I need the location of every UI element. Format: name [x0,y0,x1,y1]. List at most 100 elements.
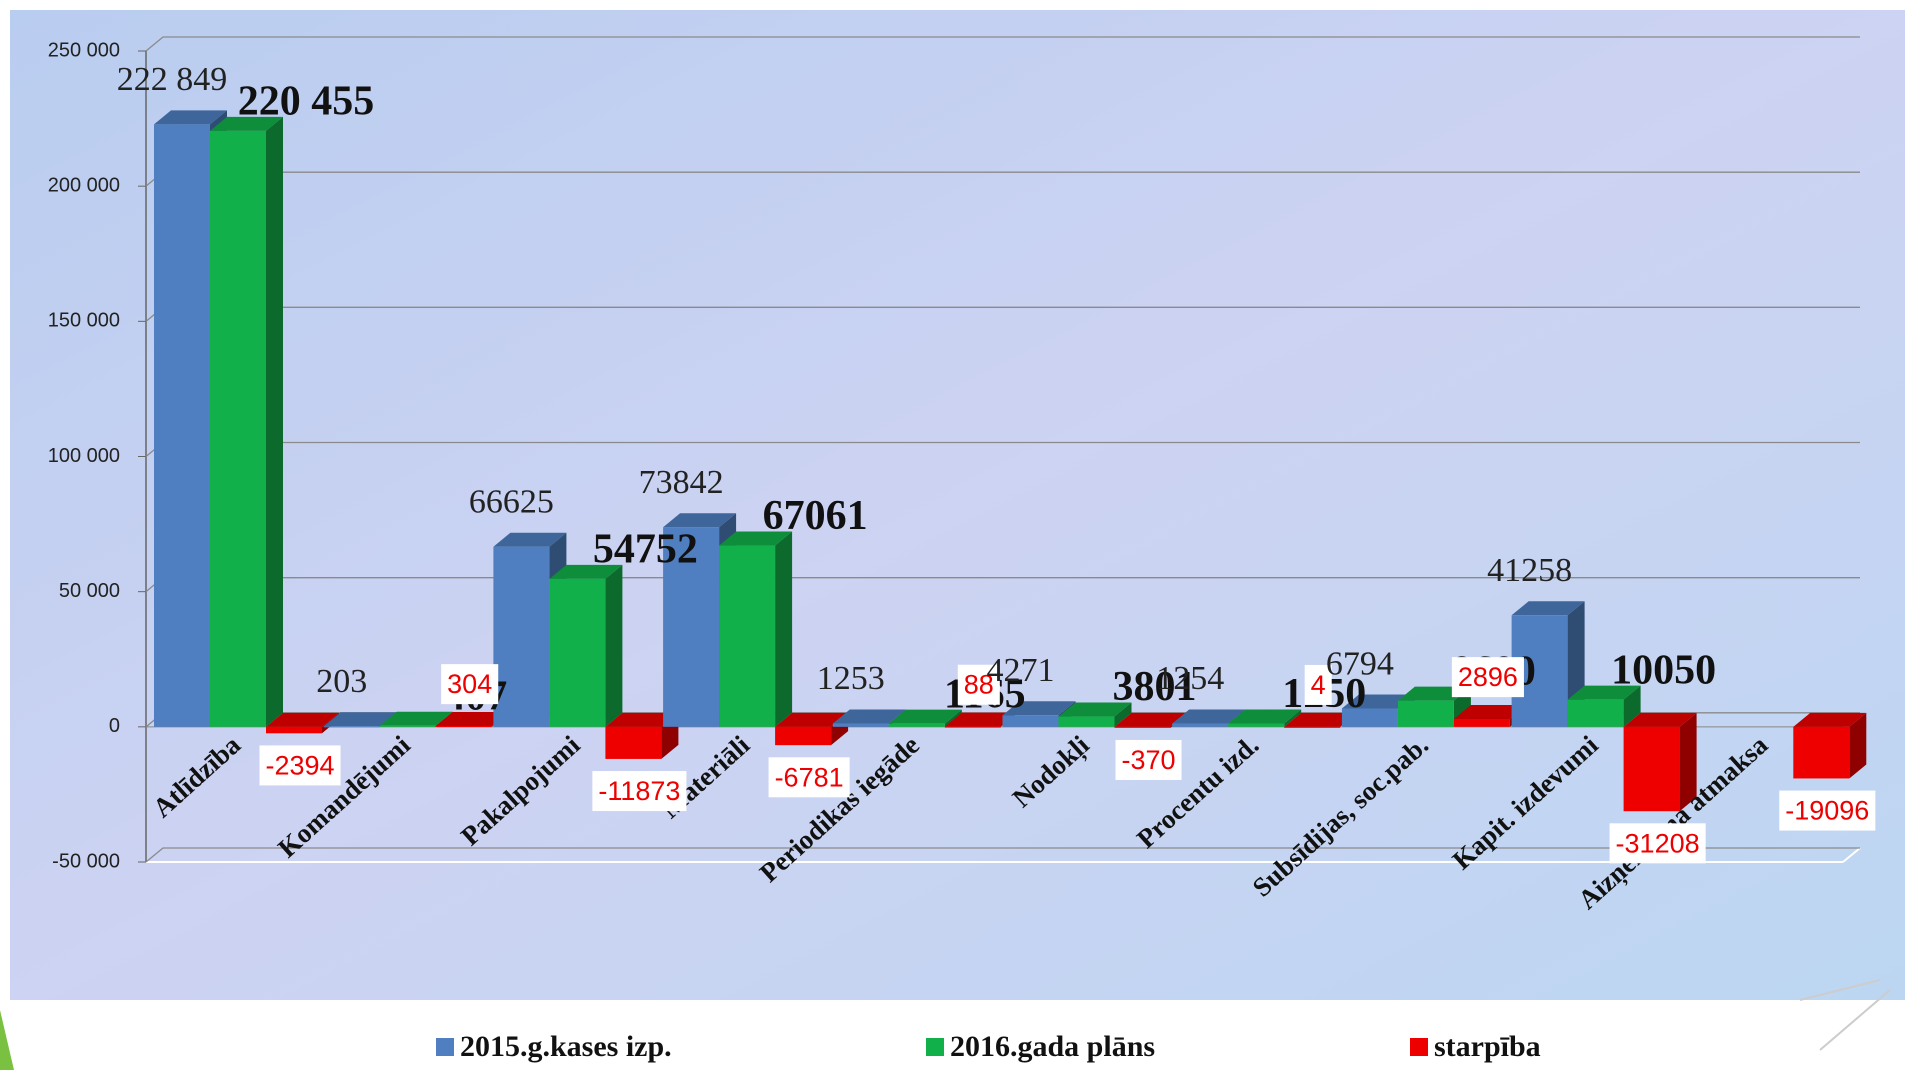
value-label: 73842 [639,464,724,501]
y-tick-label: 200 000 [48,174,120,196]
value-label: 203 [316,663,367,700]
bar-front [1058,716,1115,727]
bar-top [323,712,397,727]
bar-top [493,532,567,547]
bar-side [266,116,283,727]
value-label: -6781 [775,762,844,792]
value-label: -370 [1121,745,1175,775]
bar-front [832,723,889,727]
y-tick-label: 250 000 [48,39,120,61]
value-label: 10050 [1611,647,1716,693]
bar-top [605,712,679,727]
value-label-box [768,757,850,798]
bar-top [1002,701,1076,716]
y-tick-label: -50 000 [52,850,120,872]
bar-top [944,712,1018,727]
floor-line [1842,847,1861,863]
y-tick-label: 150 000 [48,310,120,332]
bar-top [719,531,793,546]
bar-front [775,726,832,746]
bar-front [266,726,322,734]
value-label: 41258 [1487,552,1572,589]
bar-top [154,110,227,125]
bar-front [663,527,720,727]
bar-top [1793,712,1867,727]
bar-side [1679,712,1697,812]
bar-front [493,546,550,727]
bar-top [549,564,623,579]
bar-front [1002,715,1059,727]
bar-top [1058,702,1132,717]
bar-top [1284,712,1358,727]
bar [775,712,849,746]
value-label: 4 [1311,670,1326,700]
bar-top [266,712,339,727]
value-label: 220 455 [238,79,375,125]
value-label: 3801 [1113,664,1197,710]
legend-swatch [436,1038,454,1056]
value-label: 4271 [987,652,1055,689]
y-tick-label: 100 000 [48,445,120,467]
bar-side [1114,702,1132,727]
bar [549,564,623,727]
value-label: 304 [447,669,492,699]
value-label: -2394 [265,750,334,780]
bar-top [1172,709,1246,724]
decoration [1799,979,1891,1051]
legend-label: 2016.gada plāns [950,1030,1155,1063]
grid-line [145,36,1860,52]
bar-top [888,709,962,724]
value-label-box [592,771,687,812]
grid-line [145,847,1860,863]
legend-swatch [1410,1038,1428,1056]
bar-side [1284,709,1302,727]
bar [210,116,283,727]
bar [1793,712,1867,779]
value-label-box [441,664,499,705]
value-label-box [259,745,341,786]
bar [1567,685,1641,727]
bar-side [1849,712,1867,779]
bar-top [1511,601,1585,616]
bar-top [1341,694,1415,709]
bar-front [379,725,436,727]
bar-side [605,564,623,727]
value-label: -11873 [598,776,680,806]
bar-front [719,545,776,727]
value-label: 66625 [469,484,554,521]
bar-front [944,726,1001,728]
bar-side [1623,685,1641,727]
decoration [0,1010,14,1070]
value-label: -19096 [1785,796,1869,826]
bar [888,709,962,727]
value-label: 6794 [1326,645,1394,682]
bar-front [1793,726,1850,779]
value-label: 88 [964,670,994,700]
bar-front [1114,726,1171,728]
bar-top [832,709,906,724]
legend-swatch [926,1038,944,1056]
value-label: 2896 [1458,662,1518,692]
plot-background [10,10,1905,1000]
bar-front [605,726,662,759]
value-label: 222 849 [117,61,228,98]
bar-front [323,726,380,728]
value-label-box [1779,790,1876,831]
bar-front [1284,726,1341,728]
bar-top [663,513,737,528]
bar [1228,709,1302,727]
bar-front [888,723,945,727]
bar-front [1453,719,1510,727]
value-label: 1254 [1156,660,1224,697]
bar-front [1172,723,1229,727]
bar-side [775,531,793,727]
bar-top [379,711,453,726]
bar-front [1567,699,1624,727]
value-label-box [1609,823,1706,864]
bar-front [210,130,266,727]
bar-top [435,712,509,727]
bar-top [1567,685,1641,700]
value-label: 54752 [593,526,698,572]
